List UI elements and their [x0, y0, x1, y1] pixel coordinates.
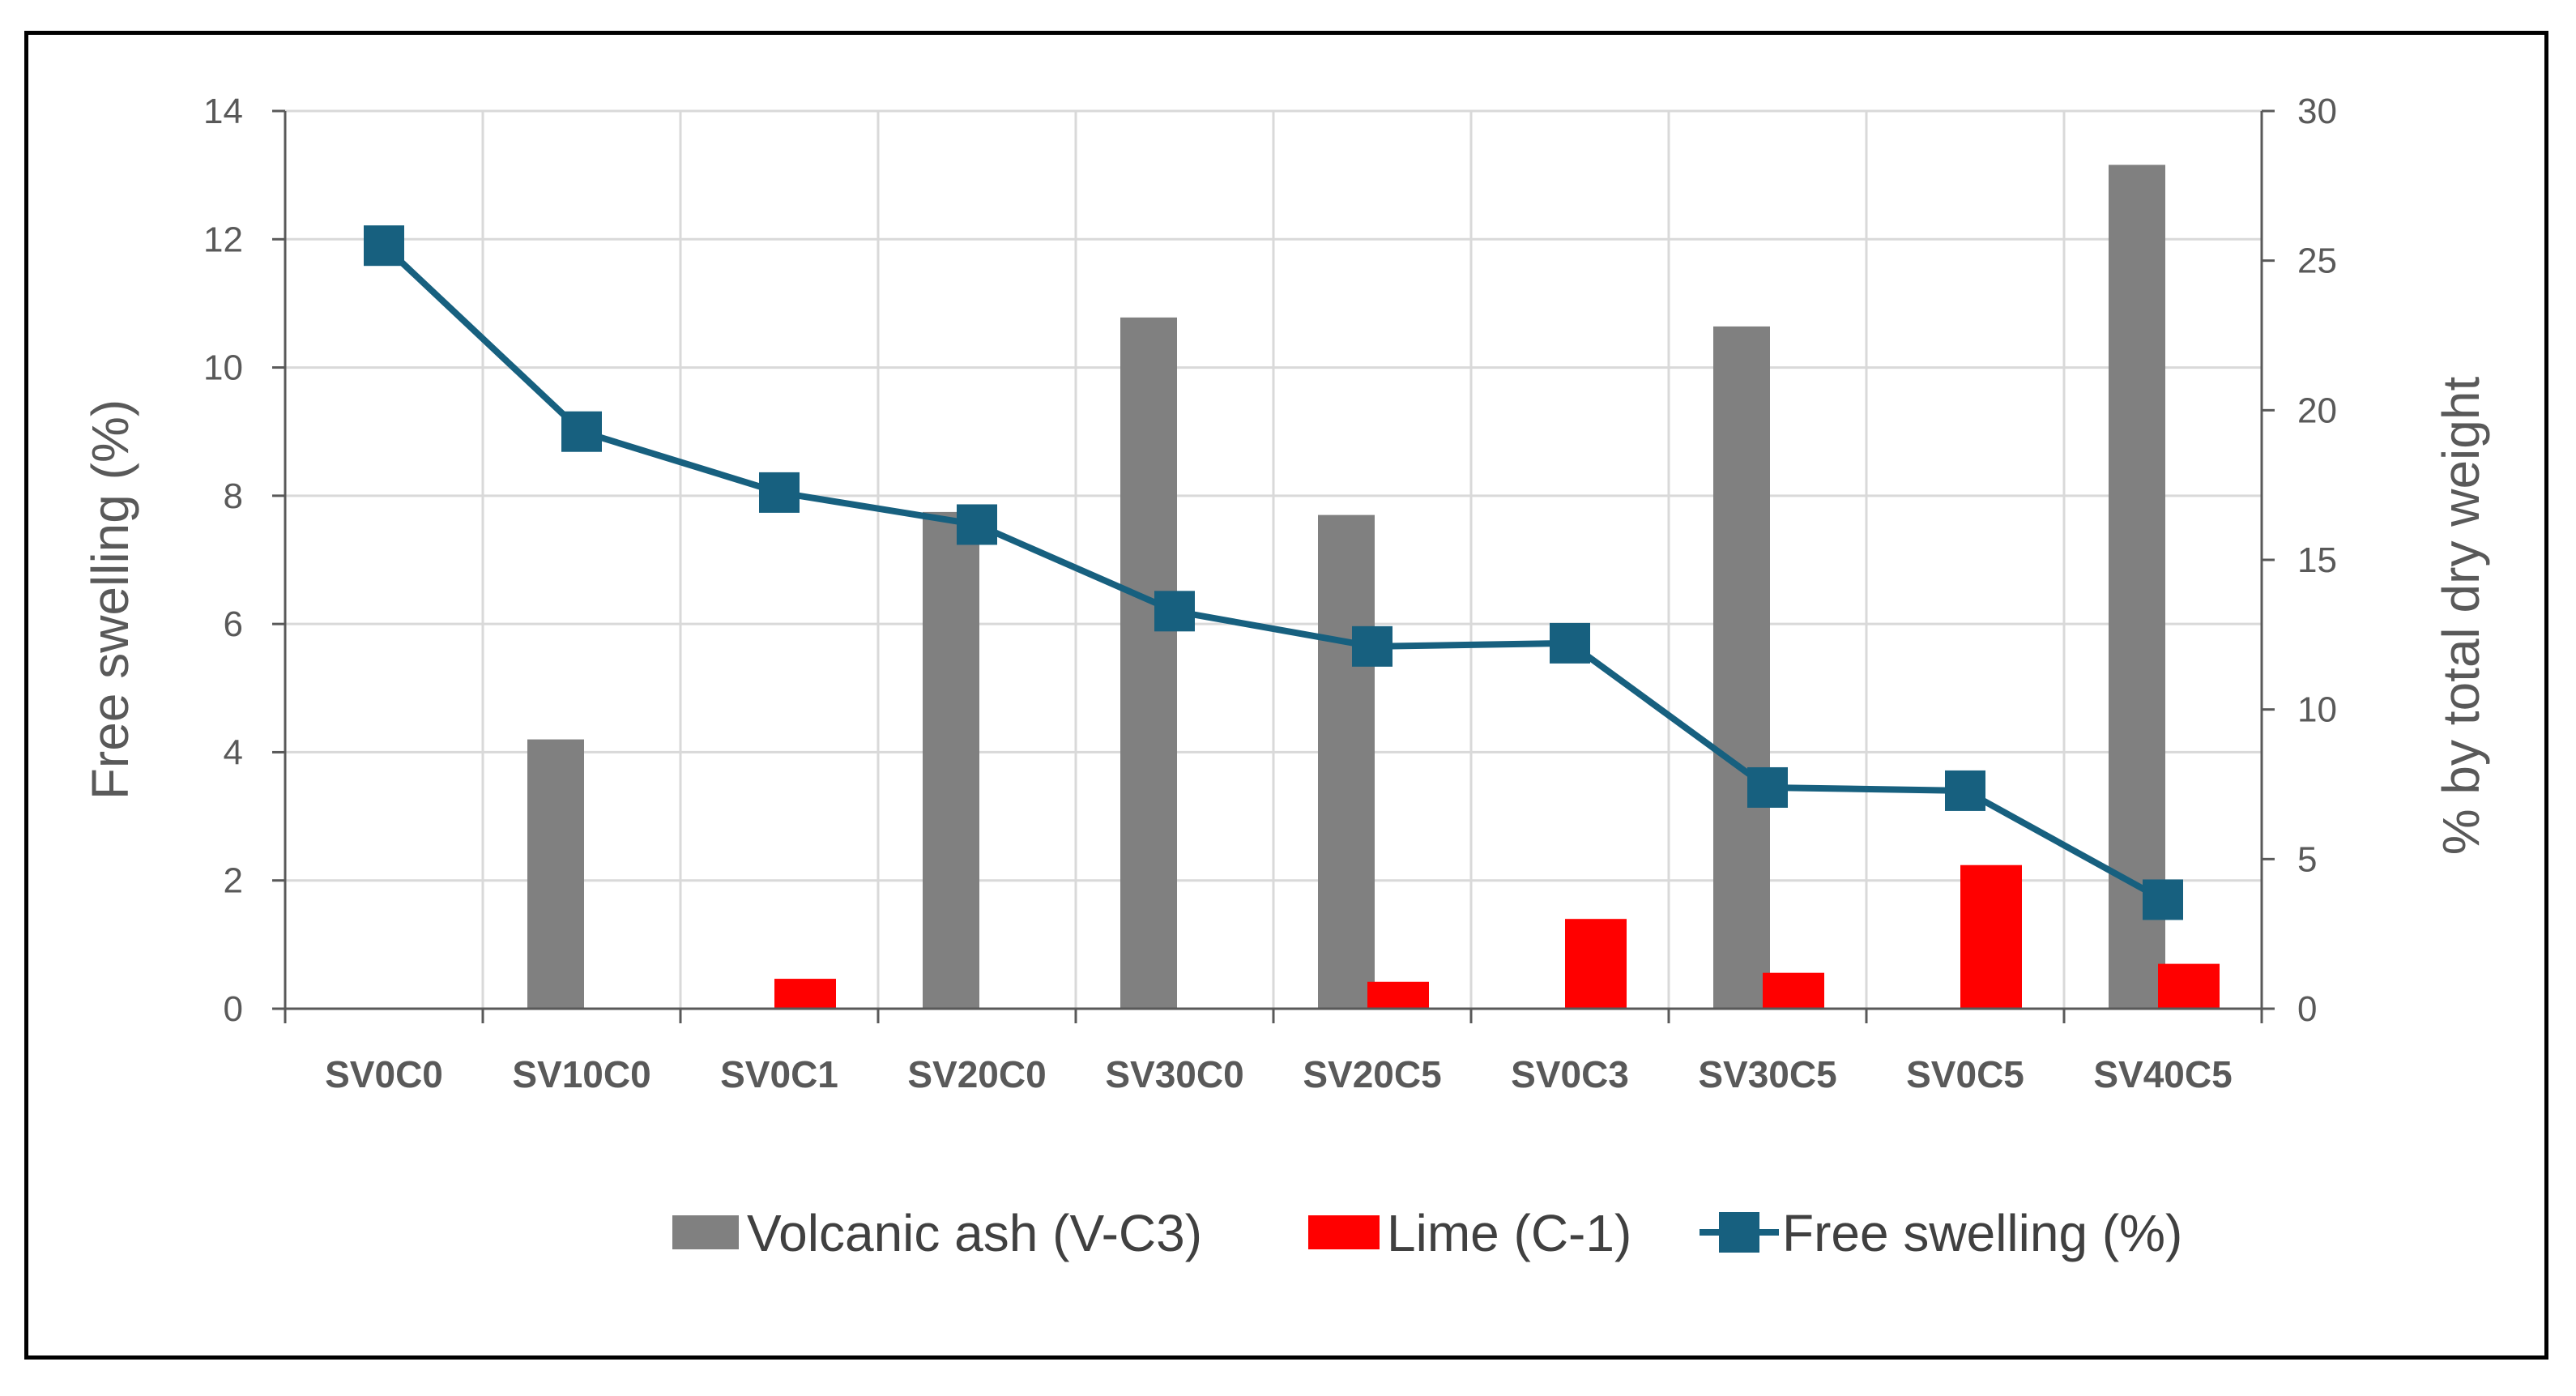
gridlines	[285, 109, 2262, 1009]
y-left-tick-label: 6	[224, 604, 243, 644]
free-swelling-marker	[1550, 622, 1590, 664]
y-right-tick-label: 30	[2297, 92, 2337, 131]
free-swelling-marker	[1945, 770, 1985, 811]
legend-swatch-marker	[1719, 1212, 1759, 1253]
bar-lime	[1367, 981, 1429, 1009]
bars	[527, 164, 2220, 1010]
x-category-label: SV20C5	[1303, 1053, 1441, 1095]
free-swelling-marker	[1352, 625, 1392, 667]
y-left-tick-label: 14	[203, 92, 243, 131]
free-swelling-marker	[561, 411, 602, 452]
x-category-label: SV0C3	[1511, 1053, 1629, 1095]
y-left-tick-label: 10	[203, 348, 243, 388]
legend-swatch-lime	[1308, 1215, 1380, 1249]
bar-volcanic-ash	[1120, 317, 1177, 1010]
legend-label-volcanic-ash: Volcanic ash (V-C3)	[747, 1204, 1202, 1262]
bar-volcanic-ash	[527, 739, 584, 1009]
y-right-tick-label: 25	[2297, 241, 2337, 281]
legend-label-free-swelling: Free swelling (%)	[1782, 1204, 2182, 1262]
free-swelling-marker	[759, 472, 800, 513]
x-category-label: SV0C1	[720, 1053, 838, 1095]
y-left-tick-label: 0	[224, 989, 243, 1029]
free-swelling-marker	[1747, 766, 1788, 808]
y-right-tick-label: 20	[2297, 391, 2337, 430]
x-category-label: SV20C0	[907, 1053, 1046, 1095]
x-category-label: SV40C5	[2093, 1053, 2232, 1095]
bar-volcanic-ash	[2109, 164, 2165, 1010]
free-swelling-marker	[1154, 591, 1195, 632]
bar-lime	[2158, 963, 2220, 1009]
x-category-label: SV10C0	[512, 1053, 650, 1095]
x-category-label: SV30C5	[1698, 1053, 1836, 1095]
y-left-tick-label: 12	[203, 220, 243, 259]
free-swelling-marker	[957, 504, 997, 545]
y-right-tick-label: 10	[2297, 690, 2337, 730]
bar-volcanic-ash	[1713, 326, 1770, 1009]
free-swelling-line	[364, 225, 2183, 920]
free-swelling-marker	[2143, 879, 2183, 920]
legend-label-lime: Lime (C-1)	[1387, 1204, 1631, 1262]
free-swelling-marker	[364, 225, 404, 267]
x-category-label: SV0C5	[1906, 1053, 2024, 1095]
free-swelling-path	[382, 243, 2164, 903]
legend: Volcanic ash (V-C3) Lime (C-1) Free swel…	[672, 1204, 2182, 1262]
x-category-label: SV30C0	[1105, 1053, 1243, 1095]
bar-volcanic-ash	[1318, 514, 1375, 1009]
y-axis-left-title: Free swelling (%)	[81, 399, 139, 800]
bar-lime	[1565, 919, 1627, 1009]
y-axis-right-title: % by total dry weight	[2432, 377, 2490, 856]
y-right-tick-label: 0	[2297, 989, 2317, 1029]
axes	[272, 109, 2275, 1023]
legend-swatch-volcanic-ash	[672, 1215, 739, 1249]
y-left-tick-label: 4	[224, 732, 243, 772]
bar-lime	[774, 979, 836, 1009]
bar-volcanic-ash	[923, 511, 979, 1009]
axis-labels: 0 2 4 6 8 10 12 14 0 5 10 15 20 25 30 SV0C0 SV10C0 SV0C1 S…	[203, 92, 2337, 1095]
x-category-label: SV0C0	[325, 1053, 443, 1095]
bar-lime	[1960, 864, 2022, 1009]
y-right-tick-label: 5	[2297, 839, 2317, 879]
y-left-tick-label: 2	[224, 861, 243, 901]
bar-lime	[1763, 972, 1824, 1009]
y-right-tick-label: 15	[2297, 540, 2337, 580]
y-left-tick-label: 8	[224, 476, 243, 516]
